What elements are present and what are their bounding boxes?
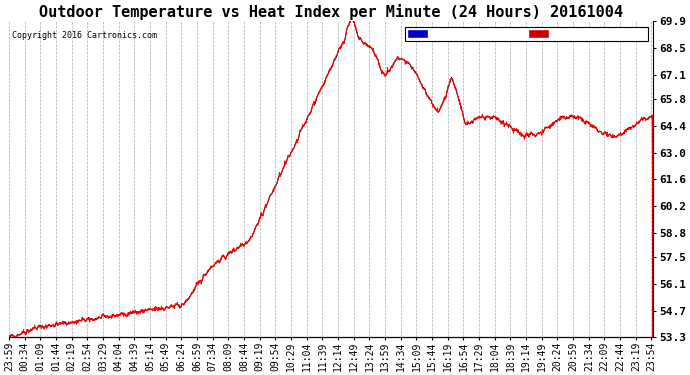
Text: Copyright 2016 Cartronics.com: Copyright 2016 Cartronics.com (12, 31, 157, 40)
Title: Outdoor Temperature vs Heat Index per Minute (24 Hours) 20161004: Outdoor Temperature vs Heat Index per Mi… (39, 4, 623, 20)
Legend: Heat Index  (°F), Temperature (°F): Heat Index (°F), Temperature (°F) (405, 27, 648, 41)
